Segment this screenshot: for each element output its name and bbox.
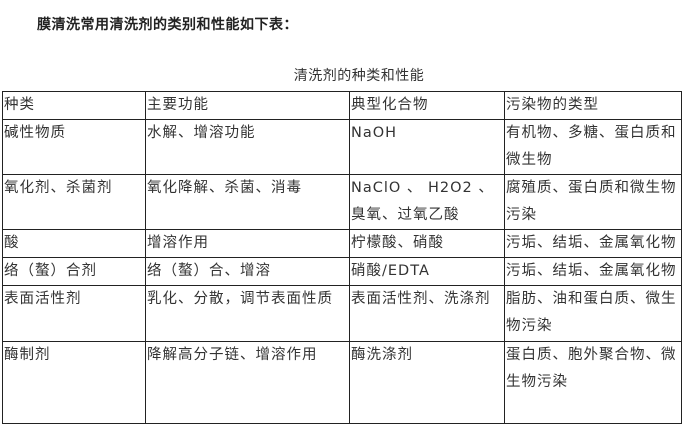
table-cell: NaClO 、 H2O2 、 臭氧、过氧乙酸 (349, 174, 505, 230)
table-cell: 腐殖质、蛋白质和微生物污染 (504, 174, 682, 230)
table-cell: 水解、增溶功能 (145, 119, 350, 175)
table-row: 碱性物质 水解、增溶功能 NaOH 有机物、多糖、蛋白质和微生物 (2, 119, 682, 175)
table-cell: 脂肪、油和蛋白质、微生物污染 (504, 285, 682, 342)
table-row: 酸 增溶作用 柠檬酸、硝酸 污垢、结垢、金属氧化物 (2, 229, 682, 258)
table-header-row: 种类 主要功能 典型化合物 污染物的类型 (2, 91, 682, 120)
table-cell: 酶制剂 (2, 341, 146, 424)
header-cell: 主要功能 (145, 91, 350, 120)
table-cell: 硝酸/EDTA (349, 257, 505, 286)
table-cell: 乳化、分散，调节表面性质 (145, 285, 350, 342)
table-cell: 络（螯）合剂 (2, 257, 146, 286)
table-row: 络（螯）合剂 络（螯）合、增溶 硝酸/EDTA 污垢、结垢、金属氧化物 (2, 257, 682, 286)
table-cell: 酶洗涤剂 (349, 341, 505, 424)
table-cell: 蛋白质、胞外聚合物、微生物污染 (504, 341, 682, 424)
table-cell: 有机物、多糖、蛋白质和微生物 (504, 119, 682, 175)
cleaning-agents-table: 种类 主要功能 典型化合物 污染物的类型 碱性物质 水解、增溶功能 NaOH 有… (2, 91, 682, 424)
table-row: 表面活性剂 乳化、分散，调节表面性质 表面活性剂、洗涤剂 脂肪、油和蛋白质、微生… (2, 285, 682, 342)
table-cell: 络（螯）合、增溶 (145, 257, 350, 286)
table-cell: 表面活性剂 (2, 285, 146, 342)
header-cell: 污染物的类型 (504, 91, 682, 120)
table-cell: 柠檬酸、硝酸 (349, 229, 505, 258)
table-cell: 污垢、结垢、金属氧化物 (504, 257, 682, 286)
table-cell: NaOH (349, 119, 505, 175)
table-cell: 污垢、结垢、金属氧化物 (504, 229, 682, 258)
table-cell: 碱性物质 (2, 119, 146, 175)
table-cell: 酸 (2, 229, 146, 258)
section-heading: 膜清洗常用清洗剂的类别和性能如下表： (37, 17, 298, 33)
table-cell: 氧化剂、杀菌剂 (2, 174, 146, 230)
table-row: 酶制剂 降解高分子链、增溶作用 酶洗涤剂 蛋白质、胞外聚合物、微生物污染 (2, 341, 682, 424)
table-row: 氧化剂、杀菌剂 氧化降解、杀菌、消毒 NaClO 、 H2O2 、 臭氧、过氧乙… (2, 174, 682, 230)
table-cell: 氧化降解、杀菌、消毒 (145, 174, 350, 230)
table-cell: 降解高分子链、增溶作用 (145, 341, 350, 424)
table-cell: 表面活性剂、洗涤剂 (349, 285, 505, 342)
table-cell: 增溶作用 (145, 229, 350, 258)
header-cell: 种类 (2, 91, 146, 120)
header-cell: 典型化合物 (349, 91, 505, 120)
table-caption: 清洗剂的种类和性能 (293, 68, 425, 84)
